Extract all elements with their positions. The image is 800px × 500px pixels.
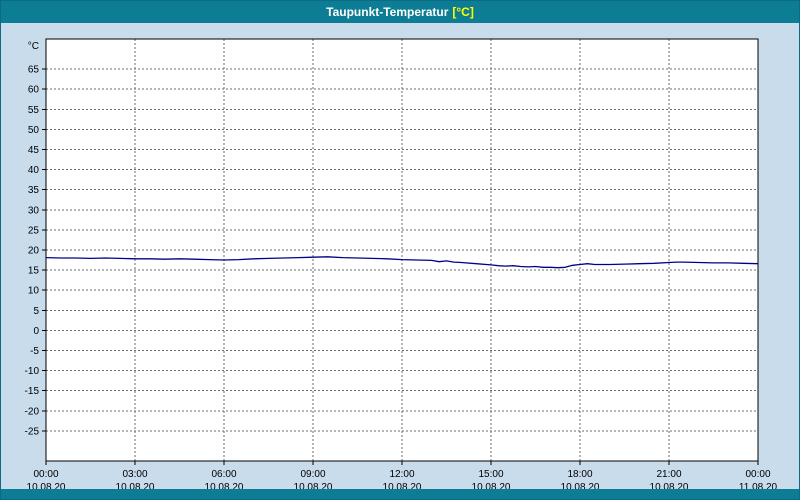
y-tick-label: -25 xyxy=(25,426,40,437)
x-tick-date-label: 10.08.20 xyxy=(294,482,333,489)
x-tick-time-label: 21:00 xyxy=(656,469,681,480)
y-tick-label: -15 xyxy=(25,386,40,397)
x-tick-date-label: 10.08.20 xyxy=(383,482,422,489)
y-tick-label: 40 xyxy=(28,165,40,176)
y-tick-label: 50 xyxy=(28,125,40,136)
y-tick-label: 5 xyxy=(33,306,39,317)
y-axis-unit-label: °C xyxy=(28,41,39,52)
y-tick-label: 60 xyxy=(28,85,40,96)
y-tick-label: 30 xyxy=(28,205,40,216)
y-tick-label: 20 xyxy=(28,246,40,257)
chart-region: 65 60 55 50 45 40 35 30 25 20 15 10 5 0 -5 -10 -15 -20 -25… xyxy=(1,23,799,489)
x-tick-time-label: 18:00 xyxy=(567,469,592,480)
x-tick-date-label: 11.08.20 xyxy=(739,482,778,489)
dewpoint-series-line xyxy=(45,256,759,269)
x-tick-time-label: 03:00 xyxy=(122,469,147,480)
x-tick-date-label: 10.08.20 xyxy=(472,482,511,489)
dewpoint-line-chart: 65605550454035302520151050-5-10-15-20-25… xyxy=(25,38,778,489)
x-tick-time-label: 09:00 xyxy=(300,469,325,480)
x-tick-time-label: 00:00 xyxy=(33,469,58,480)
y-tick-label: 25 xyxy=(28,225,40,236)
y-tick-label: 45 xyxy=(28,145,40,156)
x-tick-time-label: 15:00 xyxy=(478,469,503,480)
y-tick-label: -10 xyxy=(25,366,40,377)
x-tick-time-label: 06:00 xyxy=(211,469,236,480)
x-tick-date-label: 10.08.20 xyxy=(650,482,689,489)
y-tick-label: 10 xyxy=(28,286,40,297)
x-tick-date-label: 10.08.20 xyxy=(205,482,244,489)
x-tick-date-label: 10.08.20 xyxy=(116,482,155,489)
y-tick-label: 35 xyxy=(28,185,40,196)
chart-title: Taupunkt-Temperatur xyxy=(326,5,449,19)
x-tick-date-label: 10.08.20 xyxy=(27,482,66,489)
y-tick-label: -5 xyxy=(30,346,39,357)
titlebar: Taupunkt-Temperatur [°C] xyxy=(1,1,799,23)
y-tick-label: -20 xyxy=(25,406,40,417)
y-tick-label: 55 xyxy=(28,105,40,116)
y-tick-label: 15 xyxy=(28,266,40,277)
footer-bar xyxy=(1,489,799,499)
x-tick-date-label: 10.08.20 xyxy=(561,482,600,489)
chart-title-unit: [°C] xyxy=(452,5,474,19)
plot-frame xyxy=(45,38,759,462)
x-tick-time-label: 00:00 xyxy=(745,469,770,480)
x-tick-time-label: 12:00 xyxy=(389,469,414,480)
y-tick-label: 65 xyxy=(28,65,40,76)
y-tick-label: 0 xyxy=(33,326,39,337)
